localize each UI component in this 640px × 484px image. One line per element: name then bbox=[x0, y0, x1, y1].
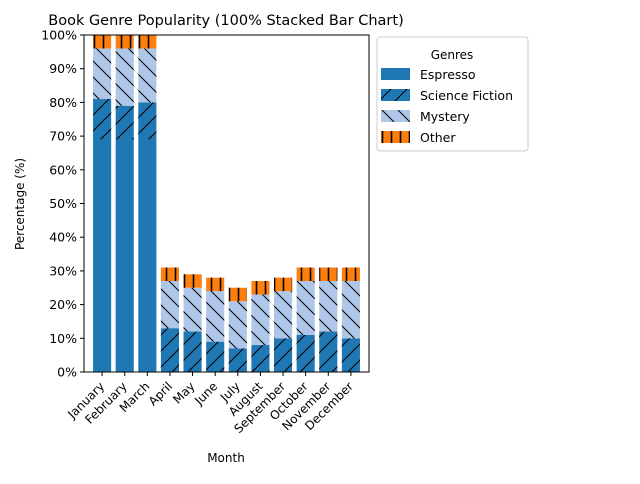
bar-hatch bbox=[341, 281, 360, 339]
bar-hatch bbox=[115, 105, 134, 140]
bar-hatch bbox=[160, 267, 179, 282]
bar-hatch bbox=[319, 331, 338, 372]
bar-hatch bbox=[228, 301, 247, 349]
y-tick-label: 40% bbox=[49, 230, 77, 245]
bar-hatch bbox=[160, 328, 179, 372]
y-tick-label: 10% bbox=[49, 331, 77, 346]
bar-hatch bbox=[183, 287, 202, 332]
y-tick-label: 60% bbox=[49, 162, 77, 177]
bar-hatch bbox=[206, 277, 225, 292]
bar-hatch bbox=[138, 102, 157, 140]
legend-items: Espresso Science Fiction Mystery Other bbox=[381, 67, 513, 145]
y-tick-label: 20% bbox=[49, 297, 77, 312]
x-tick-label: April bbox=[146, 379, 175, 408]
legend-frame bbox=[376, 36, 529, 152]
legend-swatch-hatch bbox=[381, 110, 410, 122]
bar-hatch bbox=[138, 35, 157, 49]
bar-hatch bbox=[160, 281, 179, 329]
y-tick-label: 90% bbox=[49, 61, 77, 76]
bar-hatch bbox=[251, 281, 270, 295]
bar-hatch bbox=[93, 48, 112, 100]
bar-segment bbox=[115, 139, 134, 372]
bar-hatch bbox=[138, 48, 157, 103]
bar-hatch bbox=[274, 291, 293, 339]
bar-hatch bbox=[319, 281, 338, 332]
bar-hatch bbox=[296, 267, 315, 282]
bar-segment bbox=[138, 139, 157, 372]
bar-segment bbox=[93, 139, 112, 372]
y-tick-label: 50% bbox=[49, 196, 77, 211]
bar-hatch bbox=[341, 267, 360, 282]
bar-hatch bbox=[115, 48, 134, 106]
x-tick-label: June bbox=[191, 379, 220, 408]
legend: Genres Espresso Science Fiction Mystery Oth… bbox=[376, 36, 529, 152]
chart-title: Book Genre Popularity (100% Stacked Bar … bbox=[48, 13, 403, 29]
y-axis-label: Percentage (%) bbox=[13, 158, 27, 250]
legend-label: Mystery bbox=[420, 109, 470, 124]
bar-hatch bbox=[274, 277, 293, 292]
bar-hatch bbox=[296, 281, 315, 335]
bar-hatch bbox=[251, 345, 270, 372]
bar-hatch bbox=[319, 267, 338, 282]
bar-hatch bbox=[183, 274, 202, 288]
bar-hatch bbox=[93, 99, 112, 140]
bar-hatch bbox=[206, 341, 225, 372]
bar-hatch bbox=[115, 35, 134, 49]
y-tick-label: 100% bbox=[41, 28, 77, 43]
bar-hatch bbox=[93, 35, 112, 49]
bar-hatch bbox=[228, 287, 247, 302]
plot-area: 0%10%20%30%40%50%60%70%80%90%100%January… bbox=[41, 28, 370, 436]
legend-swatch-hatch bbox=[381, 89, 410, 101]
bar-hatch bbox=[251, 294, 270, 346]
y-tick-label: 80% bbox=[49, 95, 77, 110]
bar-hatch bbox=[341, 338, 360, 372]
y-tick-label: 70% bbox=[49, 129, 77, 144]
bar-hatch bbox=[183, 331, 202, 372]
y-tick-label: 30% bbox=[49, 263, 77, 278]
legend-title: Genres bbox=[431, 48, 474, 62]
legend-label: Science Fiction bbox=[420, 88, 513, 103]
y-tick-label: 0% bbox=[57, 365, 77, 380]
legend-label: Other bbox=[420, 130, 456, 145]
legend-swatch-hatch bbox=[381, 131, 410, 143]
bar-hatch bbox=[296, 334, 315, 372]
legend-swatch bbox=[381, 68, 410, 80]
x-axis-label: Month bbox=[207, 451, 245, 465]
legend-label: Espresso bbox=[420, 67, 476, 82]
x-tick-label: May bbox=[170, 379, 197, 406]
bar-hatch bbox=[228, 348, 247, 372]
bar-hatch bbox=[274, 338, 293, 372]
bar-hatch bbox=[206, 291, 225, 342]
